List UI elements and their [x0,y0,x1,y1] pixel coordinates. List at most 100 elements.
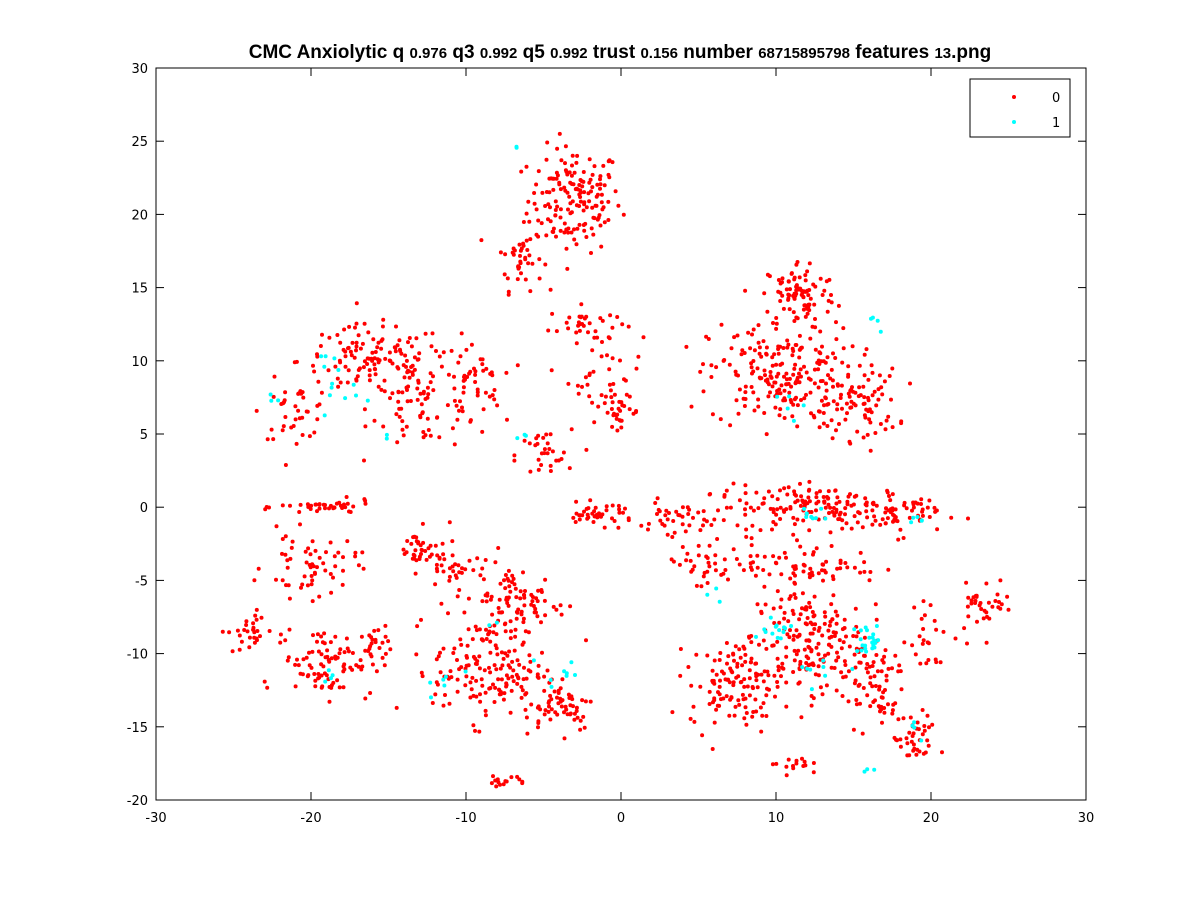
data-point-series-0 [369,641,374,646]
data-point-series-0 [784,287,789,292]
data-point-series-1 [384,432,389,437]
data-point-series-0 [488,686,493,690]
data-point-series-0 [342,667,347,672]
data-point-series-1 [871,632,876,637]
data-point-series-0 [533,443,538,448]
y-tick-label: 5 [140,428,148,443]
data-point-series-0 [726,577,730,582]
data-point-series-0 [907,515,912,520]
data-point-series-0 [601,205,606,210]
data-point-series-0 [487,629,492,634]
data-point-series-0 [690,567,695,572]
data-point-series-0 [548,205,552,210]
data-point-series-0 [692,564,697,569]
data-point-series-0 [870,370,875,375]
data-point-series-0 [880,517,885,522]
data-point-series-0 [814,501,819,506]
data-point-series-0 [904,736,909,741]
data-point-series-0 [416,357,421,362]
data-point-series-0 [799,398,803,402]
data-point-series-0 [512,458,517,463]
data-point-series-0 [665,532,670,537]
data-point-series-0 [875,669,880,674]
data-point-series-0 [283,638,288,643]
data-point-series-0 [540,650,544,655]
data-point-series-0 [319,652,324,657]
data-point-series-0 [879,695,884,700]
data-point-series-0 [480,362,485,367]
data-point-series-0 [833,630,838,635]
data-point-series-0 [502,272,507,277]
data-point-series-0 [418,391,423,396]
data-point-series-0 [244,619,249,624]
data-point-series-0 [333,634,338,639]
data-point-series-0 [913,652,918,657]
data-point-series-0 [725,661,729,666]
data-point-series-0 [423,549,428,553]
data-point-series-0 [621,510,625,515]
data-point-series-0 [413,548,418,553]
data-point-series-0 [802,396,807,401]
data-point-series-0 [771,520,776,524]
data-point-series-0 [359,667,364,672]
data-point-series-0 [881,690,886,695]
y-tick-label: 15 [131,282,148,297]
data-point-series-0 [898,669,903,674]
data-point-series-0 [315,509,319,514]
data-point-series-0 [293,662,298,667]
data-point-series-0 [555,695,559,700]
data-point-series-0 [862,401,867,406]
data-point-series-0 [562,185,567,190]
data-point-series-0 [738,655,743,660]
data-point-series-1 [494,620,499,625]
data-point-series-0 [416,540,421,545]
data-point-series-0 [734,398,739,403]
data-point-series-0 [368,691,373,695]
data-point-series-0 [818,489,822,494]
data-point-series-0 [779,383,784,388]
data-point-series-0 [818,329,823,334]
data-point-series-0 [606,335,611,340]
data-point-series-0 [520,781,525,786]
data-point-series-0 [349,353,354,358]
data-point-series-0 [726,654,731,659]
data-point-series-0 [797,680,802,685]
data-point-series-0 [589,251,593,255]
data-point-series-0 [918,661,923,666]
data-point-series-0 [429,344,434,349]
data-point-series-0 [732,658,736,663]
data-point-series-0 [701,574,706,579]
data-point-series-0 [794,758,799,763]
data-point-series-0 [259,615,264,620]
data-point-series-0 [395,365,400,370]
data-point-series-0 [902,640,907,645]
data-point-series-0 [904,506,909,511]
data-point-series-0 [593,329,598,334]
data-point-series-0 [354,301,359,306]
data-point-series-0 [550,449,555,454]
data-point-series-0 [471,693,476,698]
data-point-series-0 [548,717,553,722]
data-point-series-0 [902,500,907,505]
data-point-series-0 [917,634,922,639]
data-point-series-0 [447,701,452,706]
data-point-series-0 [735,523,740,528]
data-point-series-0 [921,638,926,643]
data-point-series-0 [289,545,294,550]
data-point-series-0 [833,609,838,614]
data-point-series-0 [752,348,757,353]
y-tick-label: -5 [135,574,148,589]
data-point-series-0 [835,407,840,412]
x-tick-label: 30 [1078,811,1095,826]
data-point-series-0 [403,353,408,358]
data-point-series-0 [830,378,835,383]
data-point-series-0 [478,692,482,697]
data-point-series-0 [705,581,710,585]
data-point-series-0 [876,387,881,392]
data-point-series-0 [457,408,461,413]
data-point-series-0 [599,200,604,205]
data-point-series-0 [910,508,914,513]
data-point-series-0 [512,582,517,587]
data-point-series-0 [554,607,559,612]
